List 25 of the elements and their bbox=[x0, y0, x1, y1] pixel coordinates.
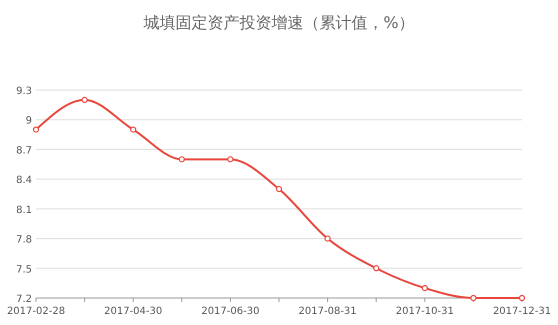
point bbox=[276, 186, 282, 192]
y-tick-label: 8.4 bbox=[16, 175, 32, 186]
x-tick-label: 2017-02-28 bbox=[6, 306, 66, 317]
point bbox=[470, 294, 476, 302]
y-tick-label: 9 bbox=[26, 116, 32, 127]
point bbox=[82, 96, 88, 104]
point bbox=[130, 126, 136, 133]
x-tick-label: 2017-04-30 bbox=[104, 306, 162, 317]
point bbox=[422, 284, 428, 292]
y-tick-label: 7.2 bbox=[16, 294, 32, 305]
x-tick-label: 2017-12-31 bbox=[492, 306, 552, 317]
point bbox=[32, 126, 40, 133]
x-tick-label: 2017-06-30 bbox=[201, 306, 260, 317]
point bbox=[373, 265, 380, 272]
point bbox=[178, 156, 185, 162]
chart-title: 城填固定资产投资增速（累计值，%） bbox=[142, 13, 415, 32]
point bbox=[324, 235, 331, 242]
y-tick-label: 7.5 bbox=[16, 264, 32, 276]
y-tick-label: 7.8 bbox=[16, 234, 32, 246]
y-tick-label: 8.7 bbox=[16, 145, 32, 156]
y-tick-label: 8.1 bbox=[16, 204, 32, 216]
x-tick-label: 2017-08-31 bbox=[298, 306, 357, 317]
y-tick-label: 9.3 bbox=[16, 86, 32, 97]
point bbox=[227, 156, 234, 162]
x-tick-label: 2017-10-31 bbox=[396, 306, 454, 317]
